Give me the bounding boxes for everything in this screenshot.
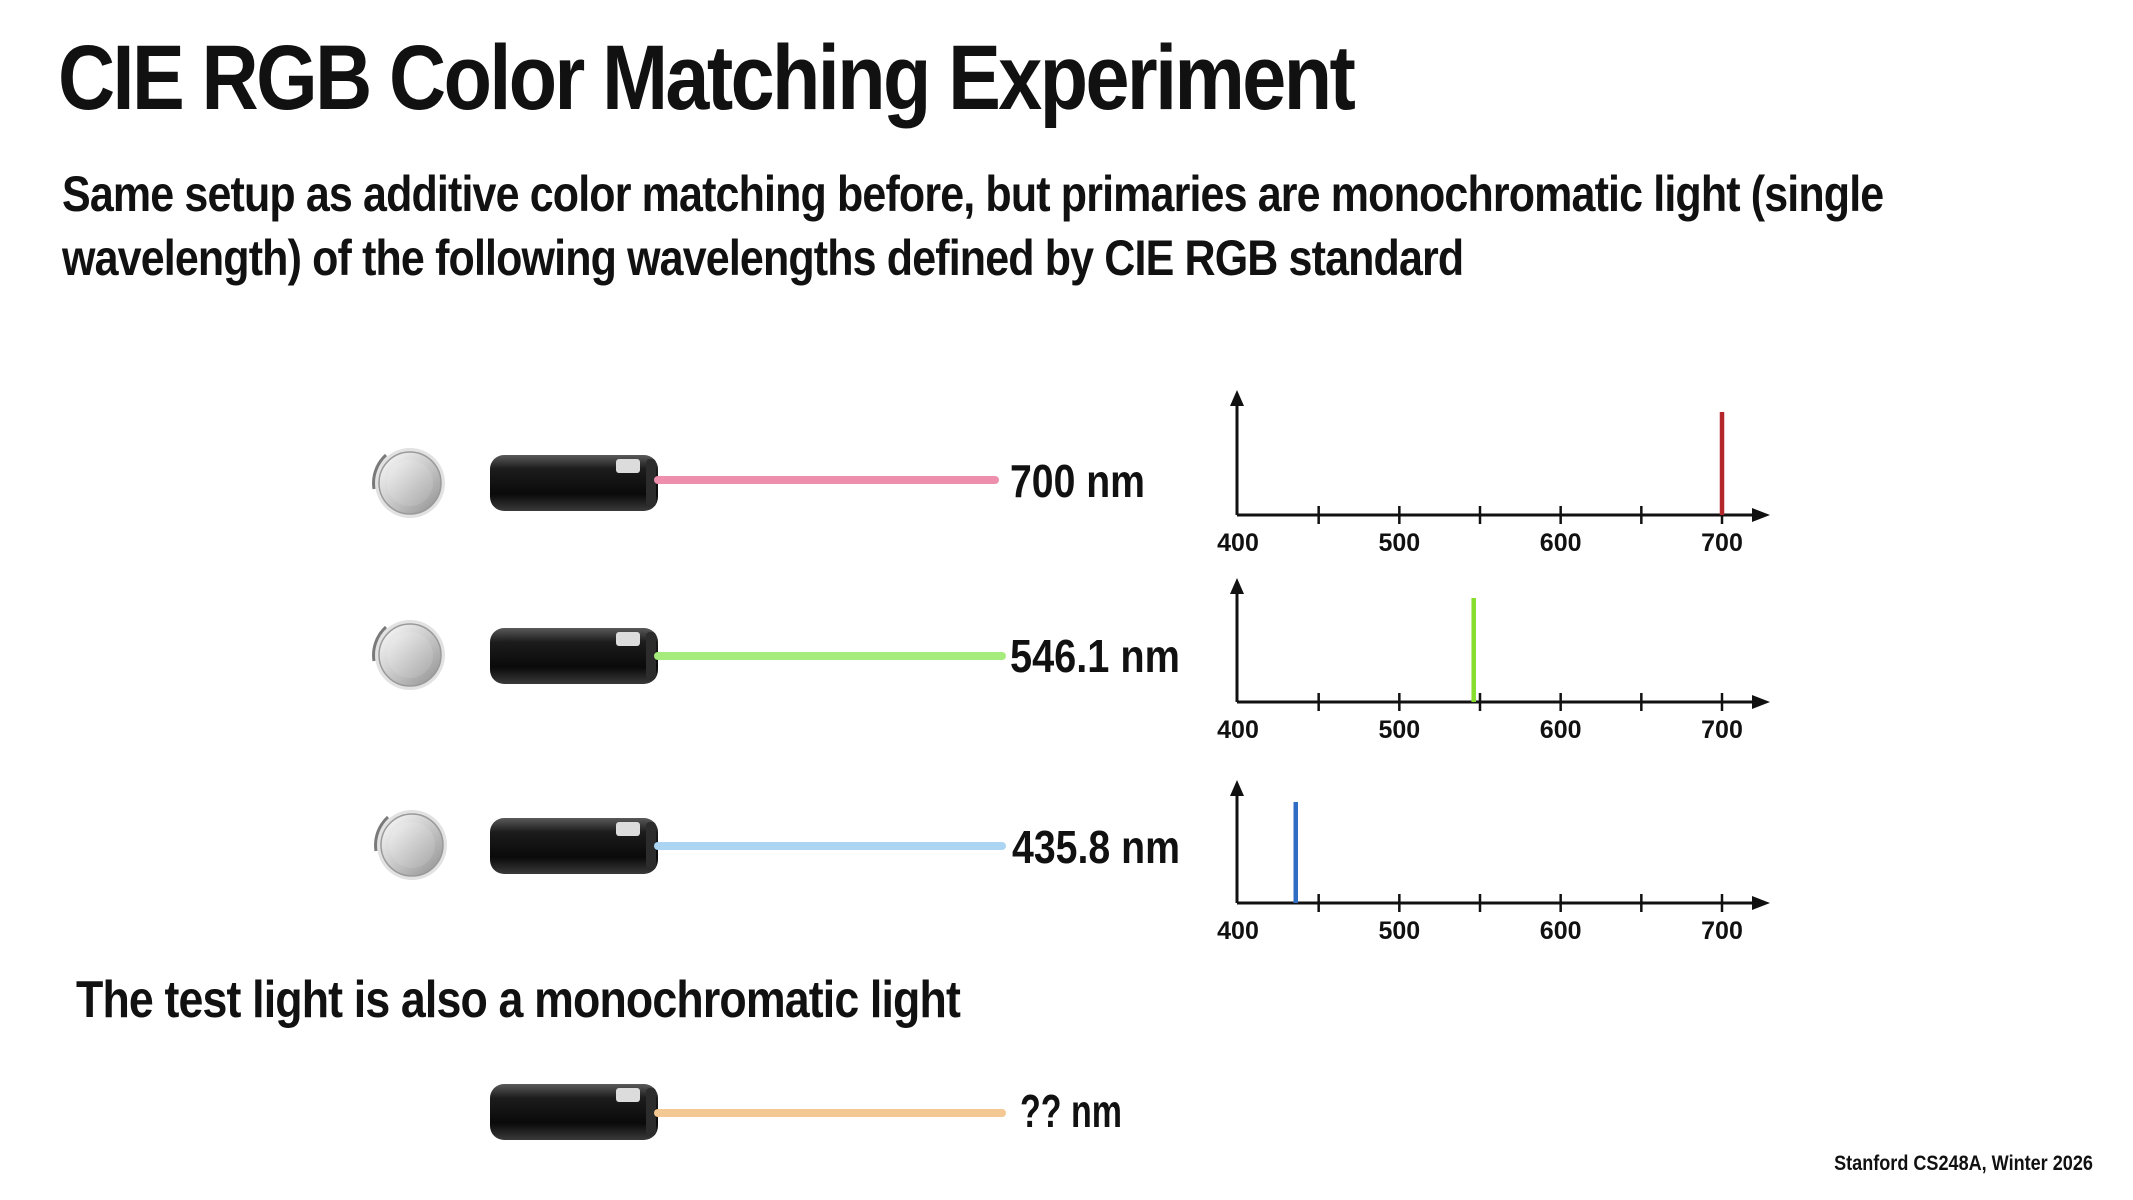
knob-icon[interactable]: [372, 448, 445, 518]
knob-icon[interactable]: [374, 810, 447, 880]
primary-row-green: 546.1 nm: [372, 620, 1180, 690]
slide-title: CIE RGB Color Matching Experiment: [58, 27, 1356, 129]
x-tick-label: 400: [1217, 716, 1259, 744]
test-light-row: ?? nm: [490, 1084, 1122, 1140]
x-axis-arrow-icon: [1752, 695, 1770, 709]
laser-pointer-icon: [490, 818, 658, 874]
footer-credit: Stanford CS248A, Winter 2026: [1834, 1152, 2093, 1175]
x-tick-label: 400: [1217, 529, 1259, 557]
laser-pointer-icon: [490, 628, 658, 684]
wavelength-label-546: 546.1 nm: [1010, 630, 1180, 682]
x-tick-label: 500: [1378, 529, 1420, 557]
x-tick-label: 600: [1540, 529, 1582, 557]
primary-row-red: 700 nm: [372, 448, 1145, 518]
x-tick-label: 600: [1540, 716, 1582, 744]
spectrum-chart-2: 400 500 600 700: [1217, 780, 1770, 945]
slide-subtitle: Same setup as additive color matching be…: [62, 162, 1884, 290]
x-tick-label: 700: [1701, 917, 1743, 945]
laser-pointer-icon: [490, 455, 658, 511]
wavelength-label-700: 700 nm: [1010, 455, 1145, 507]
y-axis-arrow-icon: [1230, 578, 1244, 594]
test-light-caption: The test light is also a monochromatic l…: [76, 971, 961, 1029]
subtitle-line-2: wavelength) of the following wavelengths…: [62, 230, 1464, 286]
subtitle-line-1: Same setup as additive color matching be…: [62, 166, 1884, 222]
spectrum-chart-1: 400 500 600 700: [1217, 578, 1770, 744]
laser-pointer-icon: [490, 1084, 658, 1140]
spectrum-chart-0: 400 500 600 700: [1217, 390, 1770, 557]
y-axis-arrow-icon: [1230, 390, 1244, 406]
x-tick-label: 700: [1701, 716, 1743, 744]
spectrum-charts: 400 500 600 700 400 500 600 700 400 500 600 700: [1217, 390, 1770, 945]
wavelength-label-435: 435.8 nm: [1012, 821, 1180, 873]
x-axis-arrow-icon: [1752, 508, 1770, 522]
y-axis-arrow-icon: [1230, 780, 1244, 796]
x-tick-label: 500: [1378, 917, 1420, 945]
wavelength-label-unknown: ?? nm: [1020, 1085, 1122, 1137]
x-tick-label: 700: [1701, 529, 1743, 557]
primary-row-blue: 435.8 nm: [374, 810, 1180, 880]
x-tick-label: 600: [1540, 917, 1582, 945]
knob-icon[interactable]: [372, 620, 445, 690]
x-tick-label: 400: [1217, 917, 1259, 945]
x-tick-label: 500: [1378, 716, 1420, 744]
x-axis-arrow-icon: [1752, 896, 1770, 910]
